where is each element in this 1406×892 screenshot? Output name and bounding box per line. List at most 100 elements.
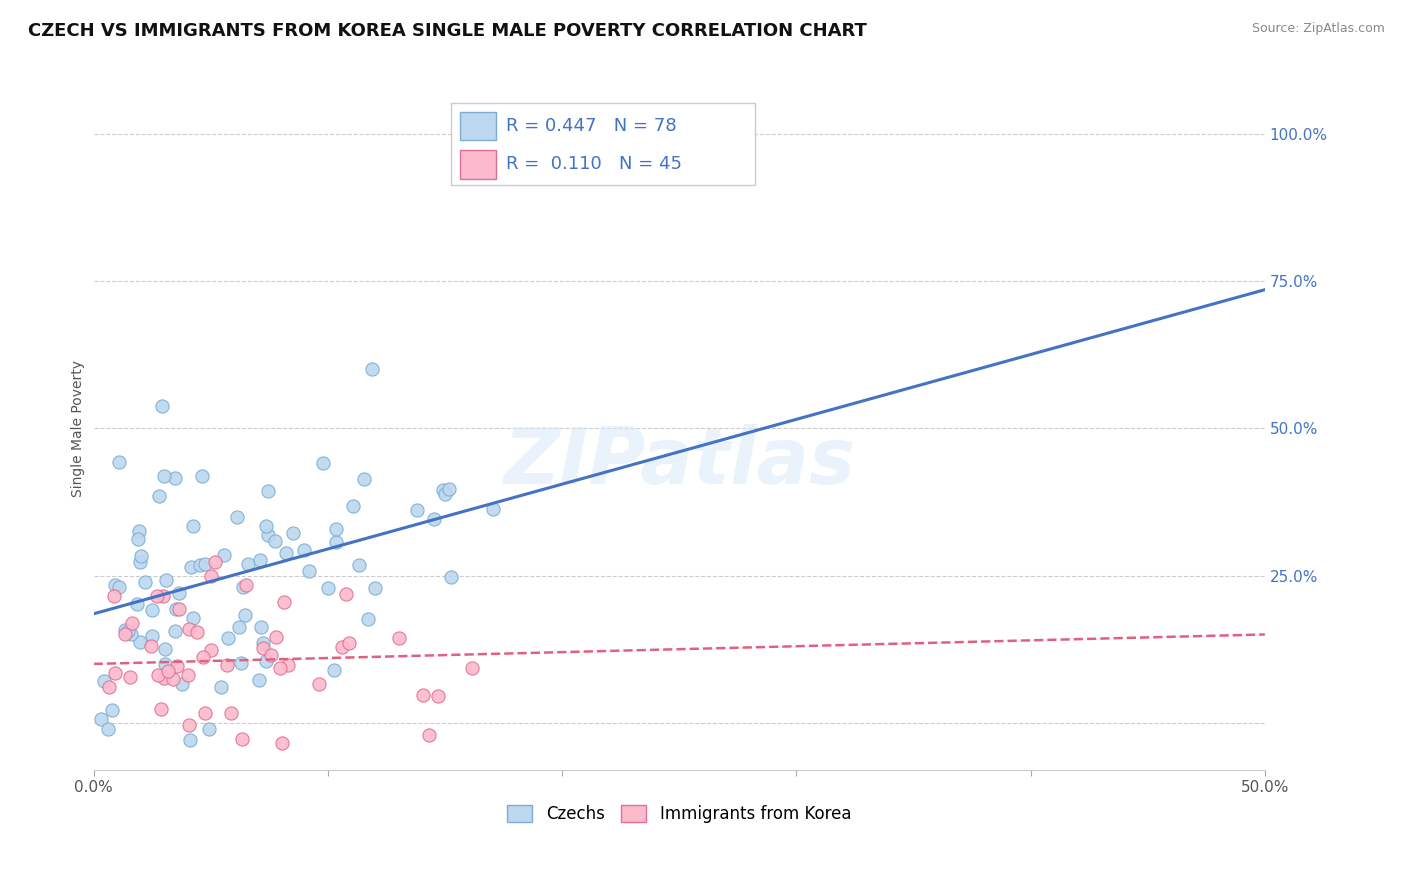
Point bbox=[247, 673, 270, 688]
Point bbox=[273, 595, 295, 609]
Point bbox=[141, 629, 163, 643]
Point bbox=[263, 533, 285, 548]
Point bbox=[353, 472, 375, 486]
Point bbox=[357, 612, 380, 626]
Point bbox=[388, 631, 411, 645]
Point bbox=[256, 484, 278, 499]
Point bbox=[298, 564, 321, 578]
Point bbox=[254, 519, 277, 533]
Point bbox=[129, 634, 152, 648]
Point bbox=[188, 558, 211, 572]
Point bbox=[271, 736, 294, 750]
Point bbox=[249, 553, 271, 567]
Point bbox=[440, 570, 463, 584]
Point bbox=[114, 627, 136, 641]
Point bbox=[349, 558, 371, 572]
Point bbox=[228, 620, 250, 634]
Point bbox=[128, 524, 150, 538]
Point bbox=[134, 575, 156, 590]
Point bbox=[252, 636, 274, 650]
Point bbox=[101, 703, 124, 717]
Point bbox=[423, 512, 446, 526]
Point bbox=[172, 676, 194, 690]
Point bbox=[342, 499, 364, 513]
Point bbox=[167, 586, 190, 600]
Point bbox=[204, 555, 226, 569]
Point bbox=[104, 665, 127, 680]
Point bbox=[325, 522, 347, 536]
Point bbox=[177, 718, 200, 732]
Point bbox=[269, 661, 291, 675]
Point bbox=[165, 471, 187, 485]
Point bbox=[360, 362, 382, 376]
Point bbox=[129, 549, 152, 563]
Point bbox=[212, 549, 235, 563]
Point bbox=[149, 701, 172, 715]
Point bbox=[217, 631, 239, 645]
Point bbox=[128, 555, 150, 569]
Point bbox=[108, 455, 131, 469]
Point bbox=[152, 468, 174, 483]
Point bbox=[186, 624, 208, 639]
Point bbox=[283, 526, 305, 541]
Point bbox=[236, 557, 259, 571]
Point bbox=[157, 664, 180, 678]
Point bbox=[229, 656, 252, 670]
Point bbox=[277, 657, 299, 672]
Point bbox=[233, 608, 256, 623]
Point bbox=[292, 543, 315, 558]
Point bbox=[104, 578, 127, 592]
Point bbox=[153, 657, 176, 671]
Point bbox=[165, 624, 187, 638]
Point bbox=[150, 399, 173, 413]
Point bbox=[412, 688, 434, 702]
Point bbox=[179, 732, 201, 747]
Point bbox=[148, 667, 170, 681]
Point bbox=[103, 589, 125, 603]
Point bbox=[180, 559, 202, 574]
Point bbox=[162, 672, 184, 686]
Y-axis label: Single Male Poverty: Single Male Poverty bbox=[72, 359, 86, 497]
Point bbox=[406, 503, 429, 517]
Point bbox=[335, 587, 357, 601]
Point bbox=[191, 649, 214, 664]
Point bbox=[139, 639, 162, 653]
Text: CZECH VS IMMIGRANTS FROM KOREA SINGLE MALE POVERTY CORRELATION CHART: CZECH VS IMMIGRANTS FROM KOREA SINGLE MA… bbox=[28, 22, 868, 40]
Point bbox=[120, 670, 142, 684]
Point bbox=[121, 616, 143, 631]
Point bbox=[209, 680, 232, 694]
Point bbox=[316, 581, 339, 595]
Text: ZIPatlas: ZIPatlas bbox=[503, 425, 855, 500]
Point bbox=[264, 630, 287, 644]
Point bbox=[166, 659, 188, 673]
Point bbox=[325, 535, 347, 549]
Point bbox=[152, 589, 174, 603]
Point bbox=[97, 722, 120, 736]
Legend: Czechs, Immigrants from Korea: Czechs, Immigrants from Korea bbox=[508, 805, 851, 823]
Point bbox=[250, 620, 273, 634]
Point bbox=[117, 624, 139, 638]
Point bbox=[257, 527, 280, 541]
Point bbox=[155, 574, 177, 588]
Point bbox=[437, 482, 460, 496]
Point bbox=[98, 680, 121, 694]
Point bbox=[194, 706, 217, 721]
Point bbox=[200, 643, 222, 657]
Point bbox=[337, 636, 360, 650]
Point bbox=[153, 641, 176, 656]
Point bbox=[312, 456, 335, 470]
Point bbox=[254, 654, 277, 668]
Point bbox=[141, 603, 163, 617]
Point bbox=[114, 624, 136, 638]
Point bbox=[219, 706, 242, 721]
Point bbox=[276, 546, 298, 560]
Point bbox=[323, 663, 346, 677]
Point bbox=[90, 712, 112, 726]
Point bbox=[108, 580, 131, 594]
Point bbox=[152, 672, 174, 686]
Point bbox=[127, 533, 149, 547]
Point bbox=[176, 668, 198, 682]
Point bbox=[169, 602, 191, 616]
Point bbox=[231, 580, 253, 594]
Point bbox=[194, 557, 217, 571]
